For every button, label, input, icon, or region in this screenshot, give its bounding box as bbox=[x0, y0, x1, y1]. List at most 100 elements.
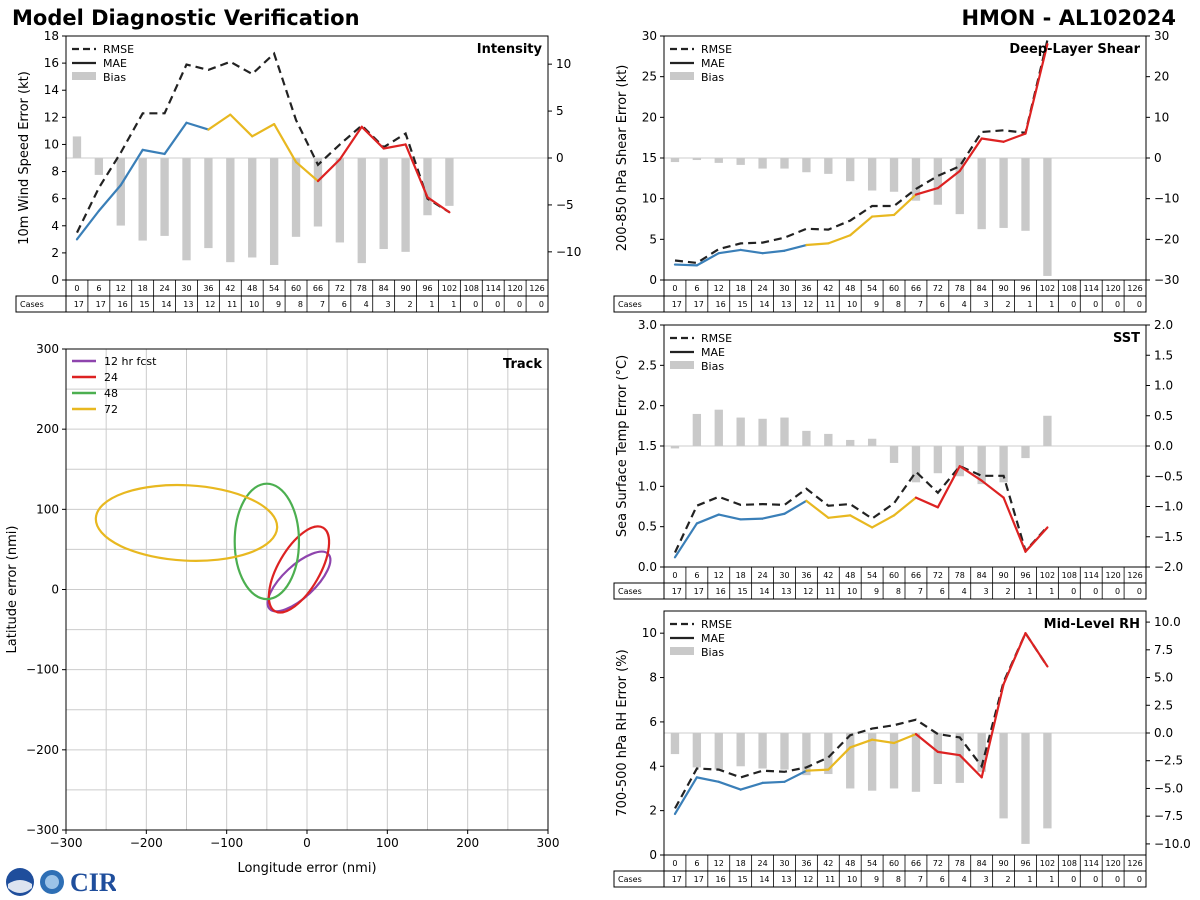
case-count-label: 16 bbox=[118, 300, 128, 309]
y-tick-label: 10 bbox=[642, 626, 657, 640]
case-count-label: 8 bbox=[896, 875, 901, 884]
case-count-label: 0 bbox=[1093, 300, 1098, 309]
lead-hour-label: 78 bbox=[955, 571, 965, 580]
lead-hour-label: 84 bbox=[977, 859, 987, 868]
case-count-label: 2 bbox=[407, 300, 412, 309]
y2-tick-label: 7.5 bbox=[1154, 643, 1173, 657]
lead-hour-label: 60 bbox=[889, 284, 899, 293]
y2-tick-label: −10 bbox=[1154, 192, 1179, 206]
bias-bar bbox=[802, 430, 811, 446]
lead-hour-label: 66 bbox=[911, 571, 921, 580]
rmse-line bbox=[674, 630, 1049, 809]
track-legend-label: 24 bbox=[104, 371, 118, 384]
lead-hour-label: 126 bbox=[529, 284, 544, 293]
mae-line-segment bbox=[717, 513, 742, 521]
track-title: Track bbox=[503, 357, 542, 372]
lead-hour-label: 6 bbox=[694, 571, 699, 580]
lead-hour-label: 42 bbox=[823, 571, 833, 580]
panel-title: Intensity bbox=[477, 42, 543, 57]
mae-line-segment bbox=[360, 125, 385, 150]
y-axis-label: 200-850 hPa Shear Error (kt) bbox=[615, 65, 630, 252]
mae-line-segment bbox=[849, 738, 874, 749]
bias-bar bbox=[889, 446, 899, 463]
case-count-label: 15 bbox=[737, 875, 747, 884]
case-count-label: 0 bbox=[1137, 300, 1142, 309]
lead-hour-label: 108 bbox=[464, 284, 479, 293]
y-tick-label: 0 bbox=[649, 273, 657, 287]
mae-line-segment bbox=[673, 263, 698, 267]
y2-tick-label: −1.0 bbox=[1154, 500, 1183, 514]
mae-line-segment bbox=[695, 776, 720, 783]
lead-hour-label: 96 bbox=[1020, 571, 1030, 580]
mae-line-segment bbox=[294, 160, 320, 183]
y-tick-label: 10 bbox=[44, 137, 59, 151]
bias-bar bbox=[1021, 158, 1030, 231]
y2-tick-label: 0.5 bbox=[1154, 409, 1173, 423]
mae-line-segment bbox=[717, 780, 742, 791]
legend-bias-swatch bbox=[72, 72, 96, 80]
case-count-label: 9 bbox=[276, 300, 281, 309]
rmse-line bbox=[674, 39, 1049, 265]
y2-tick-label: 10 bbox=[556, 57, 571, 71]
y-tick-label: 5 bbox=[649, 232, 657, 246]
cases-label: Cases bbox=[618, 587, 642, 596]
lead-hour-label: 12 bbox=[714, 284, 724, 293]
case-count-label: 12 bbox=[205, 300, 215, 309]
case-count-label: 15 bbox=[737, 300, 747, 309]
lead-hour-label: 18 bbox=[736, 284, 746, 293]
bias-bar bbox=[1021, 446, 1030, 459]
mae-line-segment bbox=[827, 234, 852, 245]
y-tick-label: 4 bbox=[649, 759, 657, 773]
case-count-label: 6 bbox=[940, 875, 945, 884]
bias-bar bbox=[780, 417, 789, 446]
bias-bar bbox=[248, 158, 257, 258]
mae-line-segment bbox=[936, 169, 961, 190]
case-count-label: 3 bbox=[386, 300, 391, 309]
case-count-label: 7 bbox=[918, 300, 923, 309]
case-count-label: 17 bbox=[672, 875, 682, 884]
track-legend-label: 12 hr fcst bbox=[104, 355, 157, 368]
y-tick-label: 6 bbox=[649, 715, 657, 729]
y2-tick-label: 5.0 bbox=[1154, 671, 1173, 685]
lead-hour-label: 78 bbox=[955, 284, 965, 293]
y-tick-label: 0 bbox=[649, 848, 657, 862]
track-y-axis-label: Latitude error (nmi) bbox=[5, 526, 20, 654]
lead-hour-label: 126 bbox=[1127, 859, 1142, 868]
case-count-label: 13 bbox=[781, 300, 791, 309]
lead-hour-label: 24 bbox=[757, 571, 767, 580]
track-error-ellipse bbox=[267, 525, 331, 614]
bias-bar bbox=[423, 158, 432, 216]
bias-bar bbox=[1043, 415, 1052, 446]
case-count-label: 0 bbox=[1093, 587, 1098, 596]
track-y-tick-label: 0 bbox=[51, 583, 59, 597]
bias-bar bbox=[692, 413, 702, 446]
lead-hour-label: 102 bbox=[1040, 571, 1055, 580]
mae-line-segment bbox=[382, 143, 407, 150]
bias-bar bbox=[269, 158, 279, 265]
y2-tick-label: 30 bbox=[1154, 29, 1169, 43]
track-y-tick-label: −200 bbox=[26, 743, 59, 757]
mae-line-segment bbox=[936, 750, 961, 757]
mae-line-segment bbox=[119, 148, 144, 187]
case-count-label: 10 bbox=[847, 875, 857, 884]
y-tick-label: 18 bbox=[44, 29, 59, 43]
case-count-label: 14 bbox=[161, 300, 171, 309]
lead-hour-label: 12 bbox=[116, 284, 126, 293]
y2-tick-label: −1.5 bbox=[1154, 530, 1183, 544]
mae-line-segment bbox=[1002, 496, 1027, 553]
case-count-label: 2 bbox=[1005, 587, 1010, 596]
y2-tick-label: −10 bbox=[556, 245, 581, 259]
y-tick-label: 25 bbox=[642, 70, 657, 84]
case-count-label: 12 bbox=[803, 587, 813, 596]
mae-line-segment bbox=[97, 184, 122, 212]
bias-bar bbox=[780, 733, 789, 770]
case-count-label: 2 bbox=[1005, 875, 1010, 884]
bias-bar bbox=[846, 733, 855, 789]
lead-hour-label: 18 bbox=[736, 859, 746, 868]
lead-hour-label: 6 bbox=[694, 284, 699, 293]
track-y-tick-label: −300 bbox=[26, 823, 59, 837]
y-tick-label: 2.5 bbox=[638, 358, 657, 372]
legend-mae-label: MAE bbox=[701, 346, 725, 359]
y-tick-label: 16 bbox=[44, 56, 59, 70]
panel-title: SST bbox=[1113, 331, 1140, 346]
